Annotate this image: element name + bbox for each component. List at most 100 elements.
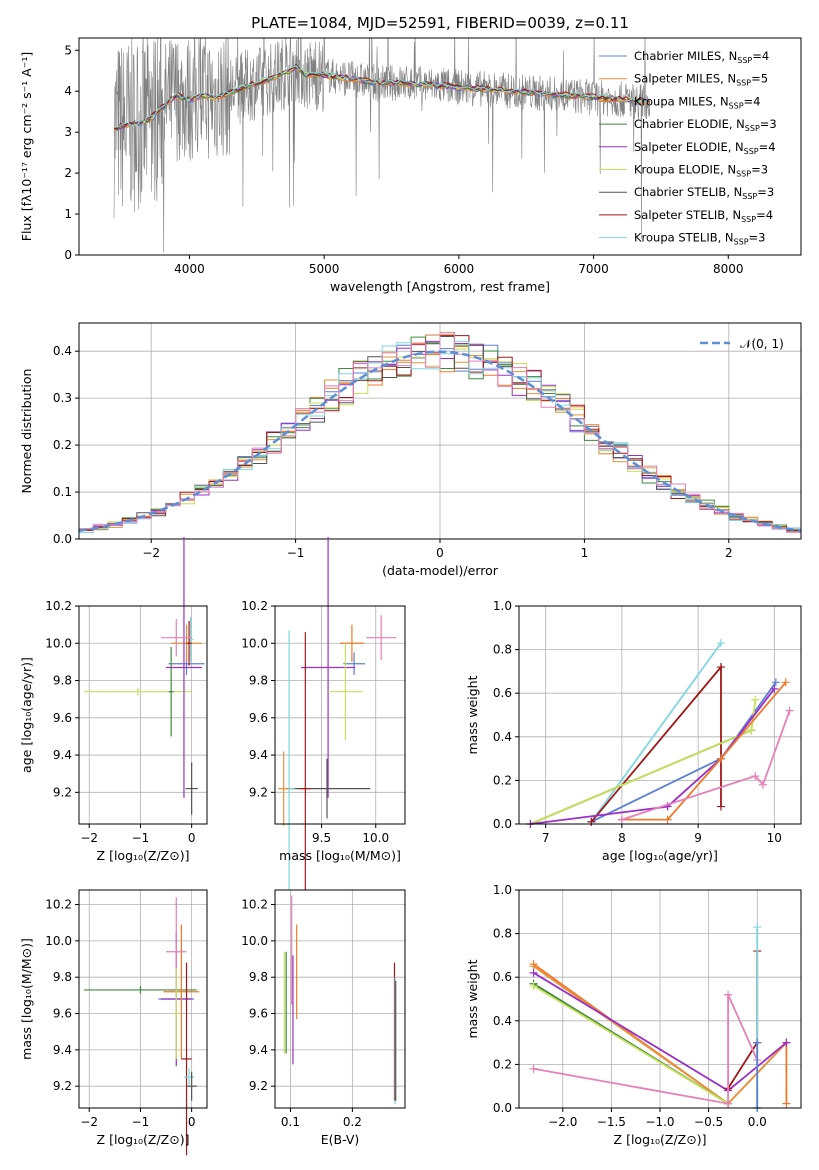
weight-marker: [663, 815, 672, 824]
panel-weight-vs-Z: −2.0 −1.5 −1.0 −0.5 0.0 0.0 0.2 0.4 0.6 0.8 1.0 Z […: [465, 883, 802, 1147]
spectrum-lines: [113, 38, 651, 253]
panel-age-vs-Z: −2 −1 0 9.2 9.4 9.6 9.8 10.0 10.2 Z [log₁₀(Z/Z⊙)]…: [19, 537, 208, 863]
weight-marker: [716, 802, 725, 811]
weight-marker: [785, 706, 794, 715]
x-axis-label: Z [log₁₀(Z/Z⊙)]: [97, 1132, 190, 1147]
x-tick-label: −1: [132, 1115, 150, 1129]
x-tick-label: 0: [436, 546, 444, 560]
x-tick-label: 5000: [309, 262, 340, 276]
axes-frame: [78, 37, 802, 256]
y-tick-label: 3: [64, 125, 72, 139]
axes-frame: [78, 605, 208, 825]
x-tick-label: 7000: [578, 262, 609, 276]
y-axis-label: Normed distribution: [19, 369, 34, 494]
weight-marker: [782, 1038, 791, 1047]
x-axis-label: Z [log₁₀(Z/Z⊙)]: [614, 1132, 707, 1147]
weight-marker: [758, 780, 767, 789]
y-tick-label: 1.0: [493, 599, 512, 613]
x-axis-label: mass [log₁₀(M/M⊙)]: [279, 848, 401, 863]
y-tick-label: 9.8: [53, 674, 72, 688]
weight-marker: [716, 639, 725, 648]
x-tick-label: 10.0: [362, 831, 389, 845]
y-tick-label: 0.2: [493, 773, 512, 787]
y-tick-label: 0.6: [493, 970, 512, 984]
y-tick-label: 10.2: [241, 599, 268, 613]
y-tick-label: 10.2: [45, 599, 72, 613]
panel-mass-vs-Z: −2 −1 0 9.2 9.4 9.6 9.8 10.0 10.2 Z [log₁₀(Z/Z⊙)]…: [19, 889, 208, 1156]
weight-marker: [782, 1099, 791, 1108]
y-tick-label: 9.6: [53, 1007, 72, 1021]
y-axis-label: mass weight: [465, 959, 480, 1038]
panel-mass-vs-EBV: 0.1 0.2 9.2 9.4 9.6 9.8 10.0 10.2 E(B-V): [241, 889, 406, 1147]
legend-entry: Kroupa STELIB, NSSP=3: [634, 231, 765, 247]
y-axis-label: mass weight: [465, 675, 480, 754]
x-tick-label: 9.5: [312, 831, 331, 845]
normal-curve: [79, 350, 801, 533]
spectrum-data-line: [113, 38, 651, 253]
x-axis-label: age [log₁₀(age/yr)]: [602, 848, 718, 863]
y-tick-label: 9.8: [249, 674, 268, 688]
y-tick-label: 9.2: [53, 1079, 72, 1093]
histograms: [79, 331, 801, 535]
y-tick-label: 0.0: [493, 817, 512, 831]
weight-line: [530, 688, 776, 825]
plot-area: [79, 38, 801, 255]
x-tick-label: 8: [618, 831, 626, 845]
panel-spectrum: 4000 5000 6000 7000 8000 0 1 2 3 4 5 Chabrier MILES…: [19, 37, 802, 294]
x-tick-label: 4000: [174, 262, 205, 276]
y-tick-label: 5: [64, 43, 72, 57]
weight-line: [533, 994, 759, 1105]
weight-line: [621, 681, 787, 821]
model-line: [113, 66, 650, 129]
y-axis-label: Flux [fλ10⁻¹⁷ erg cm⁻² s⁻¹ A⁻¹]: [19, 52, 34, 241]
axes-frame: [274, 605, 406, 825]
y-tick-label: 9.2: [249, 785, 268, 799]
y-axis-label: mass [log₁₀(M/M⊙)]: [19, 938, 34, 1060]
panel-age-vs-mass: 9.5 10.0 9.2 9.4 9.6 9.8 10.0 10.2 mass [log₁₀(M…: [241, 537, 406, 947]
weight-marker: [751, 772, 760, 781]
x-tick-label: −1: [287, 546, 305, 560]
y-tick-label: 9.8: [249, 970, 268, 984]
y-axis-label: age [log₁₀(age/yr)]: [19, 657, 34, 773]
legend-entry: Salpeter ELODIE, NSSP=4: [634, 140, 776, 156]
weight-marker: [753, 1038, 762, 1047]
x-tick-label: −1.0: [645, 1115, 674, 1129]
y-tick-label: 0.4: [53, 344, 72, 358]
y-tick-label: 0.2: [53, 438, 72, 452]
weight-marker: [747, 726, 756, 735]
y-tick-label: 0.0: [493, 1101, 512, 1115]
weight-marker: [751, 695, 760, 704]
x-tick-label: 8000: [713, 262, 744, 276]
axes-frame: [78, 889, 208, 1109]
legend-entry: Chabrier ELODIE, NSSP=3: [634, 117, 777, 133]
y-tick-label: 10.2: [45, 898, 72, 912]
axes-frame: [274, 889, 406, 1109]
y-tick-label: 0.3: [53, 391, 72, 405]
weight-marker: [529, 1064, 538, 1073]
y-tick-label: 0.6: [493, 686, 512, 700]
x-tick-label: 9: [694, 831, 702, 845]
weight-marker: [771, 678, 780, 687]
axes-frame: [518, 605, 802, 825]
y-tick-label: 4: [64, 84, 72, 98]
x-axis-label: Z [log₁₀(Z/Z⊙)]: [97, 848, 190, 863]
y-tick-label: 1.0: [493, 883, 512, 897]
weight-marker: [724, 990, 733, 999]
x-tick-label: 0.2: [343, 1115, 362, 1129]
y-tick-label: 0.1: [53, 485, 72, 499]
legend: Chabrier MILES, NSSP=4 Salpeter MILES, NS…: [599, 49, 777, 247]
weight-line: [621, 710, 791, 821]
figure-title: PLATE=1084, MJD=52591, FIBERID=0039, z=0…: [251, 14, 629, 32]
x-tick-label: 0.0: [748, 1115, 767, 1129]
y-tick-label: 0.4: [493, 730, 512, 744]
x-tick-label: 2: [725, 546, 733, 560]
legend-entry: Chabrier MILES, NSSP=4: [634, 49, 769, 65]
weight-marker: [770, 684, 779, 693]
y-tick-label: 0.8: [493, 643, 512, 657]
weight-marker: [724, 1099, 733, 1108]
y-tick-label: 9.4: [53, 748, 72, 762]
weight-marker: [753, 923, 762, 932]
y-tick-label: 10.0: [45, 636, 72, 650]
legend-entry: Salpeter STELIB, NSSP=4: [634, 208, 773, 224]
